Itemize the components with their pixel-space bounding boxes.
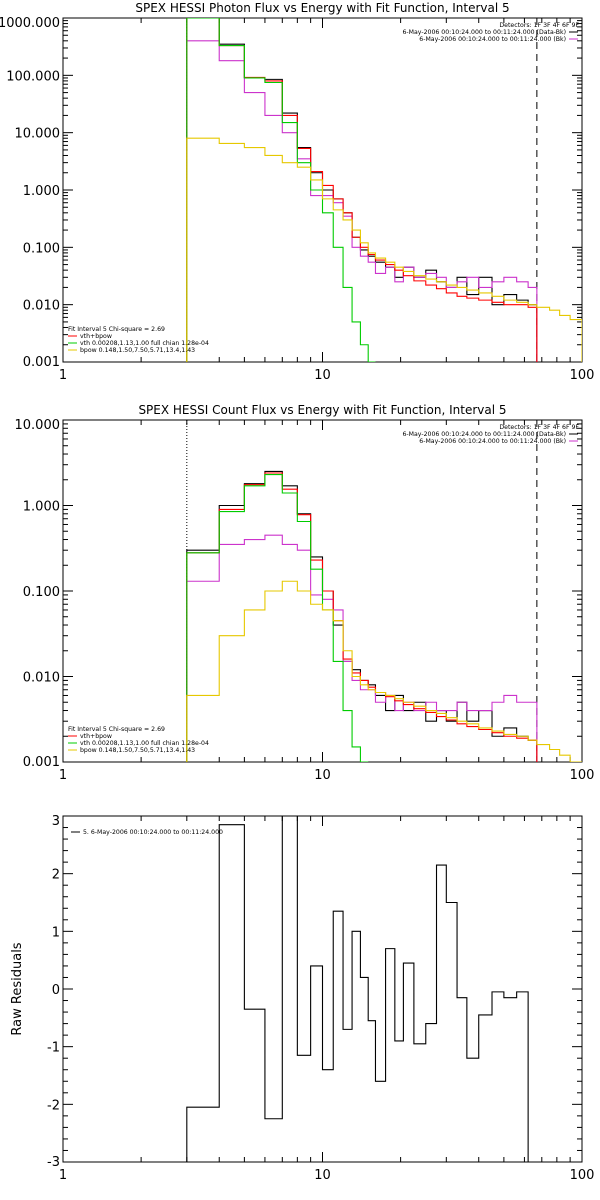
series-line-1 xyxy=(186,816,537,1162)
legend-entry-left: 5. 6-May-2006 00:10:24.000 to 00:11:24.0… xyxy=(83,829,223,836)
x-tick-label: 100 xyxy=(570,1168,595,1183)
y-tick-label: -3 xyxy=(47,1155,60,1170)
series-line-1 xyxy=(186,470,538,762)
series-line-3 xyxy=(186,18,538,362)
series-line-5 xyxy=(186,137,582,362)
data-group xyxy=(186,816,537,1162)
x-tick-label: 1 xyxy=(59,1168,67,1183)
y-tick-label: 0.100 xyxy=(23,241,60,256)
legend-entry-left: vth 0.00208,1.13,1.00 full chian 1.28e-0… xyxy=(80,740,209,747)
chart-title: SPEX HESSI Count Flux vs Energy with Fit… xyxy=(138,403,506,417)
legend-header-right: Detectors: 1F 3F 4F 6F 9F xyxy=(499,424,579,431)
series-line-3 xyxy=(186,472,538,762)
y-tick-label: 0 xyxy=(52,983,60,998)
y-tick-label: 0.010 xyxy=(23,671,60,686)
y-tick-label: -1 xyxy=(47,1041,60,1056)
y-tick-label: 2 xyxy=(52,868,60,883)
y-tick-label: -2 xyxy=(47,1098,60,1113)
y-tick-label: 0.001 xyxy=(23,355,60,370)
y-tick-label: 3 xyxy=(52,814,60,829)
y-axis-label: Raw Residuals xyxy=(10,942,25,1035)
y-tick-label: 1000.000 xyxy=(0,16,60,31)
y-tick-label: 1.000 xyxy=(23,184,60,199)
chart-panel-3: Raw Residuals 1 10 100 -3 -2 -1 0 1 2 3 5. 6-May-20… xyxy=(10,814,594,1183)
legend-entry-right: 6-May-2006 00:10:24.000 to 00:11:24.000 … xyxy=(419,36,566,43)
legend-header-left: Fit Interval 5 Chi-square = 2.69 xyxy=(68,326,165,333)
y-tick-label: 0.100 xyxy=(23,585,60,600)
chart-title: SPEX HESSI Photon Flux vs Energy with Fi… xyxy=(135,1,509,15)
series-line-5 xyxy=(186,580,582,762)
series-line-2 xyxy=(186,40,538,362)
x-tick-label: 100 xyxy=(570,768,595,783)
chart-panel-2: SPEX HESSI Count Flux vs Energy with Fit… xyxy=(15,403,595,783)
x-tick-label: 10 xyxy=(314,768,331,783)
x-tick-label: 10 xyxy=(314,368,331,383)
series-line-2 xyxy=(186,534,538,762)
x-tick-label: 100 xyxy=(570,368,595,383)
legend-entry-left: vth+bpow xyxy=(80,333,112,340)
x-tick-label: 10 xyxy=(314,1168,331,1183)
chart-panel-1: SPEX HESSI Photon Flux vs Energy with Fi… xyxy=(0,1,594,383)
legend-entry-left: bpow 0.148,1.50,7.50,5.71,13.4,1.43 xyxy=(80,347,195,354)
legend-entry-right: 6-May-2006 00:10:24.000 to 00:11:24.000 … xyxy=(403,431,567,438)
data-group xyxy=(186,470,582,762)
data-group xyxy=(186,18,582,362)
y-tick-label: 10.000 xyxy=(15,127,61,142)
legend-entry-left: bpow 0.148,1.50,7.50,5.71,13.4,1.43 xyxy=(80,747,195,754)
series-line-4 xyxy=(186,18,376,362)
legend-entry-left: vth 0.00208,1.13,1.00 full chian 1.28e-0… xyxy=(80,340,209,347)
legend-header-left: Fit Interval 5 Chi-square = 2.69 xyxy=(68,726,165,733)
y-tick-label: 1.000 xyxy=(23,500,60,515)
y-tick-label: 0.010 xyxy=(23,299,60,314)
y-tick-label: 1 xyxy=(52,925,60,940)
legend-entry-left: vth+bpow xyxy=(80,733,112,740)
x-tick-label: 1 xyxy=(59,368,67,383)
y-tick-label: 10.000 xyxy=(15,418,61,433)
series-line-1 xyxy=(186,18,538,362)
series-line-4 xyxy=(186,474,369,762)
legend-header-right: Detectors: 1F 3F 4F 6F 9F xyxy=(499,22,579,29)
x-tick-label: 1 xyxy=(59,768,67,783)
legend-entry-right: 6-May-2006 00:10:24.000 to 00:11:24.000 … xyxy=(419,438,566,445)
legend-entry-right: 6-May-2006 00:10:24.000 to 00:11:24.000 … xyxy=(403,29,567,36)
y-tick-label: 100.000 xyxy=(6,69,60,84)
y-tick-label: 0.001 xyxy=(23,755,60,770)
